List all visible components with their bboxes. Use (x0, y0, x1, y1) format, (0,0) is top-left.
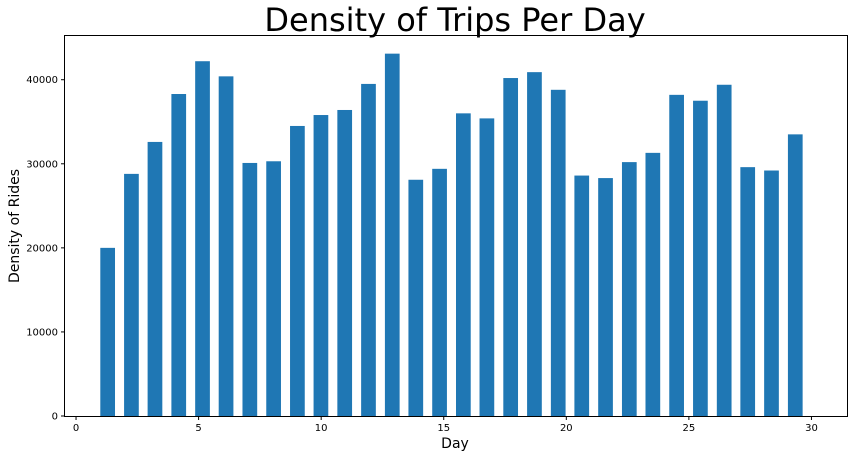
bar-2 (124, 173, 139, 416)
y-tick-label: 40000 (26, 75, 58, 86)
chart-title: Density of Trips Per Day (264, 1, 645, 39)
x-tick-label: 15 (437, 423, 450, 434)
bar-30 (787, 134, 803, 417)
bar-12 (361, 83, 376, 417)
bar-25 (669, 94, 684, 416)
bar-17 (479, 118, 495, 416)
bar-5 (195, 61, 210, 416)
bar-18 (503, 78, 519, 416)
bar-22 (598, 178, 613, 416)
y-axis: 0 10000 20000 30000 40000 (26, 75, 65, 423)
bar-26 (693, 100, 708, 416)
bar-28 (740, 167, 756, 416)
bar-1 (100, 247, 116, 416)
bar-21 (574, 175, 590, 416)
x-tick-label: 30 (805, 423, 818, 434)
x-tick-label: 5 (195, 423, 201, 434)
bar-6 (218, 76, 234, 416)
x-axis: 0 5 10 15 20 25 30 (73, 416, 818, 434)
x-tick-label: 25 (683, 423, 696, 434)
bar-14 (408, 179, 424, 416)
bar-10 (313, 115, 329, 416)
x-tick-label: 20 (560, 423, 573, 434)
bar-24 (645, 152, 661, 417)
y-tick-label: 30000 (26, 159, 58, 170)
x-tick-label: 0 (73, 423, 79, 434)
plot-frame (64, 35, 848, 417)
bar-3 (147, 141, 163, 416)
bar-11 (337, 109, 353, 416)
y-tick-label: 20000 (26, 243, 58, 254)
bar-7 (242, 162, 258, 416)
bar-15 (432, 168, 447, 416)
bar-20 (550, 89, 566, 416)
y-tick-label: 10000 (26, 327, 58, 338)
bar-27 (716, 84, 732, 416)
bar-19 (527, 72, 542, 417)
x-tick-label: 10 (315, 423, 328, 434)
bar-4 (171, 94, 187, 416)
y-axis-label: Density of Rides (7, 169, 23, 283)
bar-29 (764, 170, 779, 416)
bar-13 (384, 53, 400, 417)
bar-16 (456, 113, 471, 416)
y-tick-label: 0 (52, 412, 58, 423)
bars-group (100, 53, 803, 417)
bar-9 (290, 125, 305, 417)
x-axis-label: Day (441, 436, 469, 452)
bar-23 (621, 162, 637, 416)
bar-8 (266, 161, 281, 416)
